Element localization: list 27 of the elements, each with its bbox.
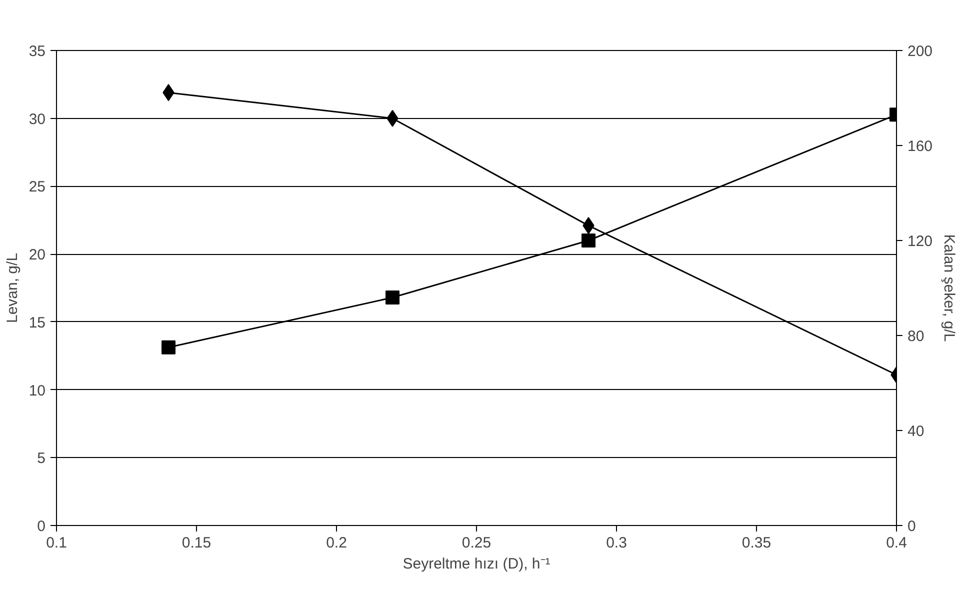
y2-tick-label: 40 bbox=[908, 423, 924, 440]
y-tick-label: 20 bbox=[28, 246, 46, 264]
y-tick-label: 15 bbox=[28, 314, 46, 332]
x-tick-label: 0.4 bbox=[886, 534, 907, 552]
point bbox=[162, 340, 176, 354]
y-tick-label: 35 bbox=[28, 43, 46, 60]
y2-tick-label: 0 bbox=[908, 518, 916, 535]
y2-tick-label: 160 bbox=[908, 138, 933, 155]
y-tick-label: 25 bbox=[28, 178, 46, 196]
point bbox=[582, 234, 596, 248]
y-tick-label: 30 bbox=[28, 110, 46, 128]
x-axis-title: Seyreltme hızı (D), h⁻¹ bbox=[402, 556, 550, 572]
y-tick-label: 10 bbox=[28, 382, 46, 400]
y2-tick-label: 200 bbox=[908, 43, 933, 60]
y2-tick-label: 120 bbox=[908, 233, 933, 250]
point bbox=[386, 290, 400, 304]
x-tick-label: 0.3 bbox=[606, 534, 627, 552]
y2-tick-label: 80 bbox=[908, 328, 924, 345]
y-tick-label: 5 bbox=[37, 450, 46, 468]
x-tick-label: 0.1 bbox=[46, 534, 67, 552]
y-axis-title: Levan, g/L bbox=[4, 252, 21, 324]
x-tick-label: 0.35 bbox=[742, 534, 772, 552]
x-tick-label: 0.25 bbox=[462, 534, 492, 552]
x-tick-label: 0.15 bbox=[182, 534, 212, 552]
y-tick-label: 0 bbox=[37, 518, 46, 535]
x-tick-label: 0.2 bbox=[326, 534, 347, 552]
y2-axis-title: Kalan şeker, g/L bbox=[940, 234, 958, 342]
